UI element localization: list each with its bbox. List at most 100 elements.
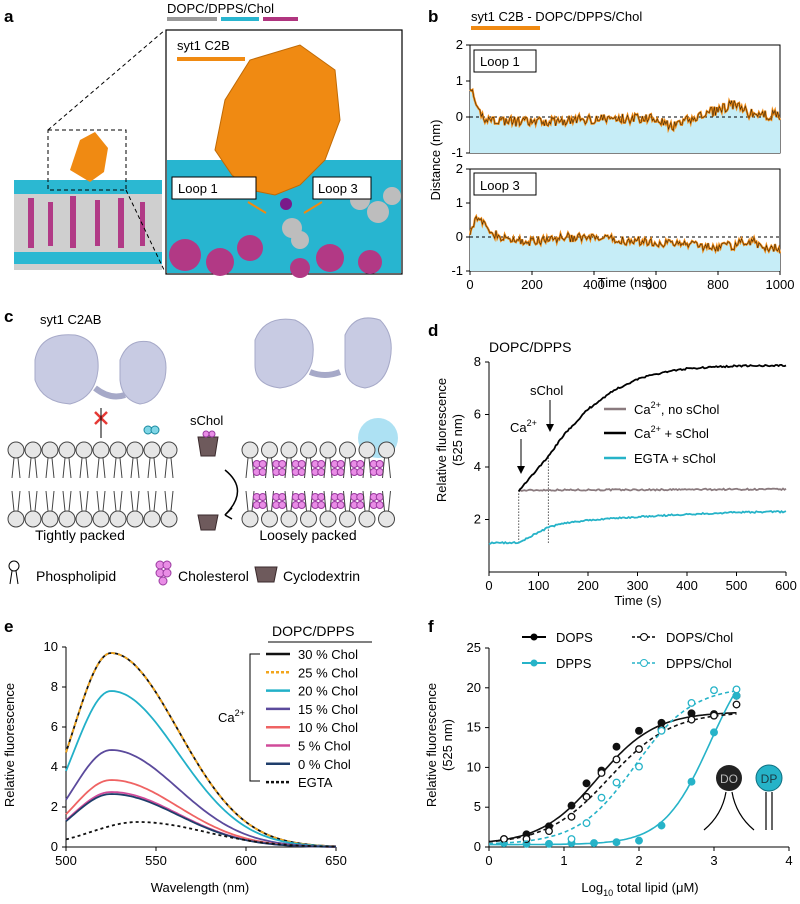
bilayer-tight: [7, 441, 178, 528]
lipid-tail-top: [343, 457, 352, 479]
e-xtick-label: 600: [235, 853, 257, 868]
lipid-head-top: [378, 441, 395, 459]
panel-c: c syt1 C2AB Tightly packed sChol Loosely…: [4, 307, 398, 586]
lipid-tail-bot: [11, 490, 21, 512]
e-legend-label-3: 15 % Chol: [298, 702, 358, 717]
lipid-head-bot: [241, 510, 259, 528]
chol-unit: [297, 501, 306, 509]
lipid-tail-bot: [343, 490, 352, 512]
lipid-head-bot: [126, 510, 144, 528]
e-xtick-label: 650: [325, 853, 347, 868]
lipid-head-bot: [75, 510, 93, 528]
chol-unit: [297, 493, 306, 501]
b-loop1-label: Loop 1: [480, 54, 520, 69]
lipid-tail-bot: [130, 490, 140, 512]
chol-unit: [278, 468, 287, 476]
f-ytick-label: 15: [467, 720, 481, 735]
chol-unit: [375, 493, 384, 501]
b-loop3-label: Loop 3: [480, 178, 520, 193]
cyclodextrin-1: [197, 436, 219, 457]
lipid-head-top: [24, 441, 42, 459]
lipid-tail-top: [147, 457, 157, 479]
f-ylabel-1: Relative fluorescence: [424, 683, 439, 807]
d-ytick-label: 8: [474, 354, 481, 369]
lipid-tail-top: [45, 457, 55, 479]
e-xtick-label: 550: [145, 853, 167, 868]
lipid-tail-top: [323, 457, 333, 479]
bilayer-loose: [241, 441, 395, 528]
chol-unit: [336, 460, 345, 468]
c-right-label: Loosely packed: [259, 527, 356, 543]
lipid-tail-bot: [265, 490, 274, 512]
lipid-head-bot: [261, 510, 278, 528]
legend-bar-chol: [263, 17, 298, 21]
e-series-7: [65, 821, 337, 848]
b-xtick-label: 1000: [766, 277, 795, 292]
b-ytick-label: -1: [451, 263, 463, 278]
c-left-label: Tightly packed: [35, 527, 125, 543]
chol-unit: [375, 460, 384, 468]
lipid-tail-top: [62, 457, 72, 479]
f-point-0: [687, 709, 696, 718]
chol-unit: [317, 501, 326, 509]
b-ylabel: Distance (nm): [428, 120, 443, 201]
d-series-2: [488, 510, 787, 545]
b-title: syt1 C2B - DOPC/DPPS/Chol: [471, 9, 642, 24]
chol-unit: [375, 501, 384, 509]
chol-unit: [278, 460, 287, 468]
label-loop3: Loop 3: [318, 181, 358, 196]
e-series-3: [65, 749, 337, 848]
d-xtick-label: 100: [528, 578, 550, 593]
lipid-head-top: [358, 441, 376, 459]
d-ann-schol: sChol: [530, 383, 563, 398]
c-leg-cholesterol: Cholesterol: [178, 568, 249, 584]
b-xtick-label: 0: [466, 277, 473, 292]
chol-unit: [356, 493, 365, 501]
b-series-core-1: [469, 215, 781, 254]
chol-unit: [317, 468, 326, 476]
f-leg-2: DPPS: [556, 656, 592, 671]
d-leg-2: Ca2+ + sChol: [634, 424, 709, 441]
panel-letter-a: a: [4, 7, 14, 26]
dp-label: DP: [761, 772, 778, 786]
d-ytick-label: 4: [474, 459, 481, 474]
lipid-head-top: [58, 441, 76, 459]
lipid-head-top: [109, 441, 127, 459]
chol-unit: [356, 468, 365, 476]
lipid-tail-bot: [323, 490, 333, 512]
legend-bar-dopc: [167, 17, 217, 21]
e-series-2: [65, 690, 337, 848]
f-xtick-label: 3: [710, 853, 717, 868]
lipid-tail-bot: [164, 490, 174, 512]
chol-unit: [258, 501, 267, 509]
lipid-tail-bot: [284, 490, 294, 512]
lipid-tail-bot: [245, 490, 255, 512]
f-leg-1: DOPS: [556, 630, 593, 645]
legend-lipids: DOPC/DPPS/Chol: [167, 1, 274, 16]
lipid-tail-top: [304, 457, 313, 479]
f-ytick-label: 25: [467, 640, 481, 655]
chol-unit: [258, 460, 267, 468]
f-point-3: [635, 762, 643, 771]
f-leg-3: DOPS/Chol: [666, 630, 733, 645]
d-xtick-label: 600: [775, 578, 797, 593]
chol-unit: [258, 493, 267, 501]
f-point-2: [545, 827, 553, 836]
lipid-tail-bot: [147, 490, 157, 512]
b-ytick-label: 0: [456, 109, 463, 124]
lipid-tail-bot: [382, 490, 391, 512]
d-xtick-label: 0: [485, 578, 492, 593]
dp-lipid-icon: [755, 764, 783, 792]
lipid-head-top: [339, 441, 356, 459]
lipid-tail-top: [265, 457, 274, 479]
f-ylabel-2: (525 nm): [440, 719, 455, 771]
lipid-tail-top: [245, 457, 255, 479]
lipid-tail-top: [130, 457, 140, 479]
f-point-2: [710, 711, 718, 720]
lipid-tail-bot: [113, 490, 123, 512]
b-ytick-label: 2: [456, 161, 463, 176]
lipid-head-top: [160, 441, 178, 459]
lipid-tail-bot: [28, 490, 38, 512]
calcium-ion: [280, 198, 292, 210]
